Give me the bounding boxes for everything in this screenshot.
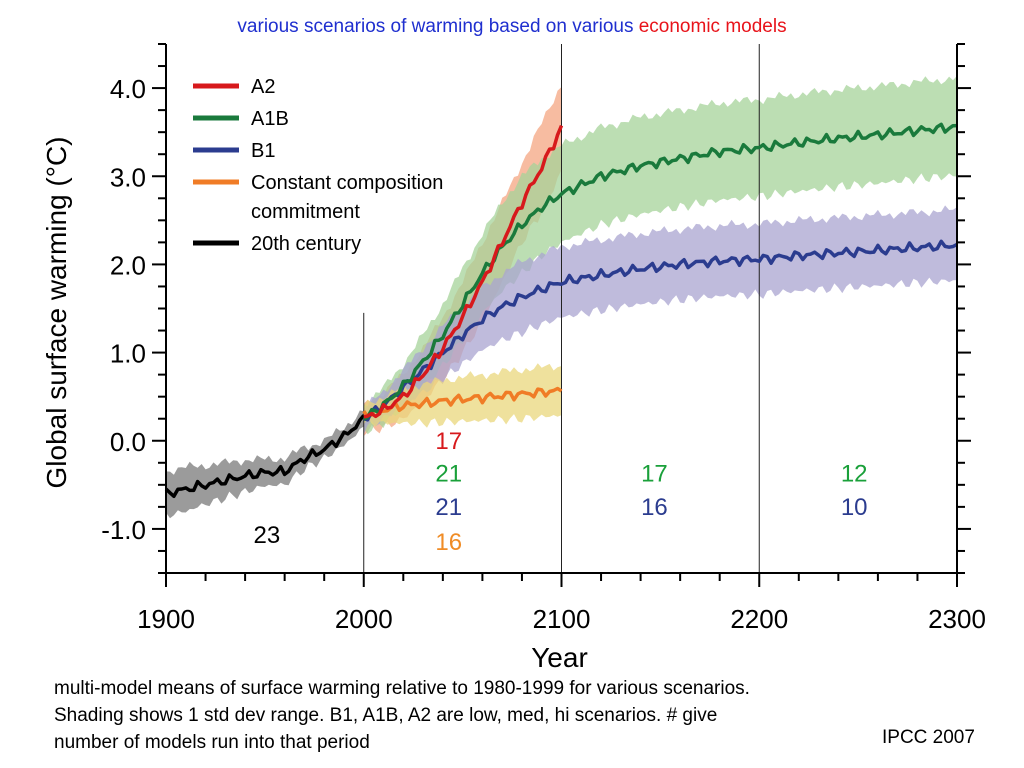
title-part-red: economic models xyxy=(638,16,787,37)
uncertainty-band xyxy=(363,205,957,435)
x-tick-label: 2200 xyxy=(730,604,788,634)
caption-line: number of models run into that period xyxy=(54,732,370,753)
legend-label: A1B xyxy=(251,108,289,130)
legend-label: B1 xyxy=(251,140,275,162)
source-credit: IPCC 2007 xyxy=(882,727,975,748)
legend: A2 A1B B1 Constant composition commitment 20t… xyxy=(193,76,443,255)
series-line xyxy=(362,386,563,419)
model-count-label: 17 xyxy=(641,460,668,487)
y-tick-label: 4.0 xyxy=(110,74,146,104)
x-axis-title: Year xyxy=(531,642,588,673)
title-part-blue: various scenarios of warming based on va… xyxy=(237,16,634,37)
model-count-label: 17 xyxy=(435,428,462,455)
y-tick-label: -1.0 xyxy=(101,515,146,545)
legend-label: 20th century xyxy=(251,233,361,255)
uncertainty-band xyxy=(363,363,562,428)
model-count-label: 10 xyxy=(841,494,868,521)
model-count-label: 23 xyxy=(254,522,281,549)
caption-line: Shading shows 1 std dev range. B1, A1B, … xyxy=(54,705,718,726)
uncertainty-band xyxy=(166,410,364,519)
y-axis-title: Global surface warming (°C) xyxy=(41,137,72,489)
x-tick-label: 1900 xyxy=(137,604,195,634)
model-count-label: 12 xyxy=(841,460,868,487)
y-tick-label: 3.0 xyxy=(110,162,146,192)
legend-label: commitment xyxy=(251,201,360,223)
x-tick-label: 2000 xyxy=(335,604,393,634)
chart-title: various scenarios of warming based on va… xyxy=(0,16,1024,38)
model-count-label: 16 xyxy=(641,494,668,521)
legend-label: A2 xyxy=(251,76,275,98)
model-count-label: 16 xyxy=(435,529,462,556)
series-line xyxy=(164,414,366,499)
y-tick-label: 1.0 xyxy=(110,339,146,369)
x-tick-label: 2100 xyxy=(533,604,591,634)
caption-line: multi-model means of surface warming rel… xyxy=(54,678,750,699)
y-tick-label: 0.0 xyxy=(110,427,146,457)
figure-caption: multi-model means of surface warming rel… xyxy=(54,675,914,756)
x-tick-label: 2300 xyxy=(928,604,986,634)
uncertainty-band xyxy=(363,75,957,435)
series-line xyxy=(363,124,564,419)
model-count-label: 21 xyxy=(435,460,462,487)
y-tick-label: 2.0 xyxy=(110,250,146,280)
series-line xyxy=(363,239,958,422)
legend-label: Constant composition xyxy=(251,172,443,194)
model-count-label: 21 xyxy=(435,494,462,521)
series-line xyxy=(362,122,958,421)
